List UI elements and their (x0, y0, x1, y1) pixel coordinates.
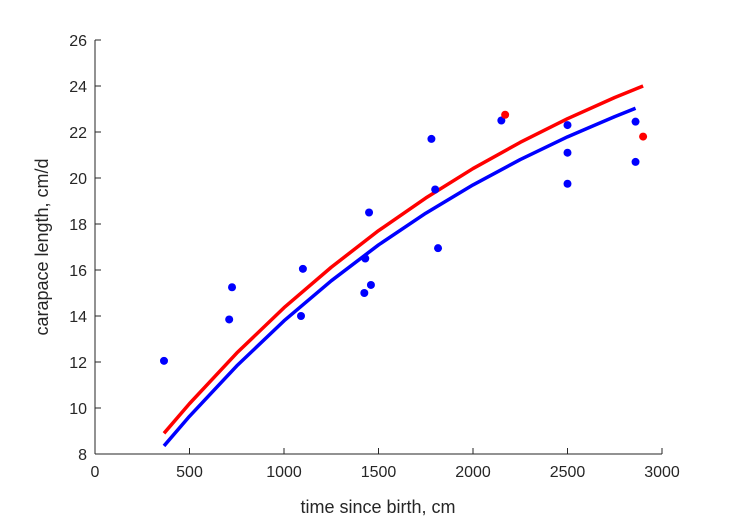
x-tick-label: 1500 (361, 464, 397, 481)
data-point-blue (365, 208, 374, 217)
x-axis-label: time since birth, cm (300, 497, 455, 517)
data-point-blue (298, 264, 307, 273)
data-point-blue (360, 289, 369, 297)
data-point-blue (366, 280, 375, 289)
data-point-blue (563, 148, 572, 157)
y-tick-label: 16 (69, 263, 87, 280)
fit-curve-blue (162, 106, 637, 448)
y-tick-label: 8 (78, 447, 87, 464)
data-point-blue (497, 116, 506, 125)
data-point-blue (563, 121, 572, 130)
y-tick-label: 20 (69, 171, 87, 188)
y-tick-label: 26 (69, 33, 87, 50)
x-tick-label: 1000 (266, 464, 302, 481)
y-axis-label: carapace length, cm/d (32, 158, 52, 335)
data-point-red (639, 132, 648, 141)
data-point-blue (228, 283, 237, 292)
x-tick-label: 2500 (550, 464, 586, 481)
tick-labels: 0 500 1000 1500 2000 2500 3000 8 10 12 14 16 18 20 22 2… (69, 33, 680, 481)
data-point-blue (427, 134, 436, 143)
data-point-blue (631, 157, 640, 166)
x-tick-label: 500 (176, 464, 203, 481)
data-point-blue (431, 185, 440, 194)
data-point-blue (631, 117, 640, 126)
x-tick-label: 0 (91, 464, 100, 481)
data-point-blue (159, 356, 168, 365)
x-tick-label: 3000 (644, 464, 680, 481)
data-point-blue (361, 254, 370, 263)
axes (94, 39, 663, 455)
plot-area (159, 84, 648, 448)
data-point-red (501, 110, 510, 119)
y-tick-label: 14 (69, 309, 87, 326)
fit-curve-red (162, 84, 644, 435)
data-point-blue (434, 244, 443, 253)
y-tick-label: 10 (69, 401, 87, 418)
data-point-blue (297, 312, 306, 320)
data-point-blue (563, 179, 572, 188)
y-tick-label: 12 (69, 355, 87, 372)
y-tick-label: 18 (69, 217, 87, 234)
data-point-blue (225, 315, 234, 324)
y-tick-label: 24 (69, 79, 87, 96)
y-tick-label: 22 (69, 125, 87, 142)
x-tick-label: 2000 (455, 464, 491, 481)
